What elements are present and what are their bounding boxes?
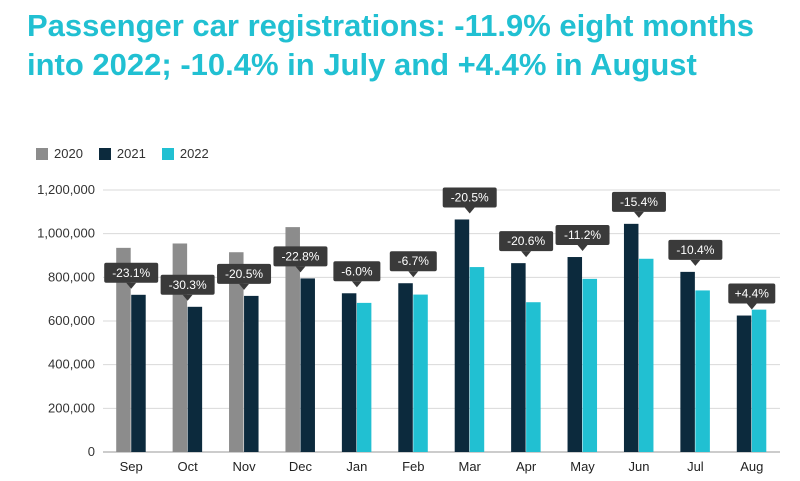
bar-2022-aug	[751, 309, 767, 452]
annotation-pointer	[126, 282, 137, 289]
annotation-box	[104, 262, 159, 283]
bar-2022-jul	[695, 290, 710, 452]
y-tick-label: 200,000	[48, 400, 95, 415]
annotation-box	[217, 263, 272, 284]
y-tick-label: 800,000	[48, 269, 95, 284]
annotation-label: -22.8%	[281, 249, 319, 263]
x-tick-label: Oct	[178, 459, 199, 474]
annotation-pointer	[633, 211, 644, 218]
annotation-label: -11.2%	[564, 228, 601, 242]
annotation-label: -30.3%	[169, 278, 207, 292]
annotation-box	[442, 187, 497, 208]
annotation-label: -15.4%	[620, 195, 658, 209]
annotation-pointer	[295, 266, 306, 273]
x-tick-label: Nov	[232, 459, 256, 474]
annotation-label: -10.4%	[676, 243, 714, 257]
x-tick-label: Jan	[346, 459, 367, 474]
annotation-box	[333, 261, 381, 282]
x-tick-label: May	[570, 459, 595, 474]
y-tick-label: 400,000	[48, 357, 95, 372]
annotation-pointer	[351, 281, 362, 288]
annotation-box	[160, 274, 215, 295]
annotation-pointer	[521, 251, 532, 258]
bar-2022-mar	[469, 267, 485, 452]
x-tick-label: Aug	[740, 459, 763, 474]
legend-swatch-2020	[36, 147, 48, 160]
legend-label-2020: 2020	[54, 146, 83, 161]
annotation-label: -6.0%	[341, 264, 373, 278]
bar-2020-sep	[116, 247, 131, 452]
bar-2022-apr	[526, 302, 541, 452]
x-tick-label: Sep	[120, 459, 143, 474]
annotation-pointer	[182, 294, 193, 301]
x-tick-label: Dec	[289, 459, 313, 474]
bar-2020-oct	[172, 243, 188, 452]
x-tick-label: Jun	[628, 459, 649, 474]
y-tick-label: 0	[88, 444, 95, 459]
bar-2020-nov	[229, 252, 244, 452]
legend-item-2020: 2020	[36, 146, 83, 161]
annotation-box	[273, 246, 328, 267]
bar-2021-dec	[300, 278, 315, 452]
annotation-label: -6.7%	[398, 254, 430, 268]
bar-2022-jan	[356, 302, 372, 452]
legend-label-2021: 2021	[116, 146, 146, 161]
annotation-box	[728, 283, 776, 304]
bar-2021-oct	[187, 306, 203, 452]
annotation-box	[389, 251, 437, 272]
y-tick-label: 600,000	[48, 313, 95, 328]
x-tick-label: Apr	[516, 459, 537, 474]
annotation-pointer	[464, 207, 475, 214]
bar-2021-aug	[736, 315, 752, 452]
bar-2022-jun	[638, 258, 654, 452]
annotation-label: -20.6%	[507, 234, 545, 248]
x-tick-label: Mar	[459, 459, 482, 474]
bar-2021-apr	[511, 263, 526, 452]
bar-2021-jul	[680, 271, 695, 452]
bar-2022-may	[582, 278, 598, 452]
annotation-box	[555, 225, 610, 246]
legend-swatch-2022	[161, 147, 174, 160]
annotation-label: -23.1%	[112, 266, 150, 280]
legend-swatch-2021	[98, 147, 111, 160]
legend-label-2022: 2022	[179, 146, 209, 161]
y-tick-label: 1,200,000	[37, 182, 95, 197]
x-tick-label: Jul	[687, 459, 704, 474]
annotation-label: +4.4%	[735, 287, 770, 301]
annotation-box	[611, 191, 666, 212]
bar-2021-nov	[244, 295, 259, 452]
legend-item-2021: 2021	[98, 146, 146, 161]
annotation-pointer	[577, 245, 588, 252]
page-title: Passenger car registrations: -11.9% eigh…	[27, 8, 755, 82]
bar-2021-jun	[623, 223, 639, 452]
bar-2020-dec	[285, 227, 300, 452]
annotation-pointer	[408, 271, 419, 278]
y-tick-label: 1,000,000	[37, 226, 95, 241]
bar-2021-jan	[341, 293, 357, 452]
legend-item-2022: 2022	[161, 146, 209, 161]
annotation-pointer	[746, 303, 757, 310]
annotation-label: -20.5%	[225, 267, 263, 281]
bar-2021-may	[567, 257, 583, 452]
bar-2021-feb	[398, 283, 413, 452]
annotation-box	[668, 239, 723, 260]
legend: 2020 2021 2022	[36, 146, 225, 161]
annotation-label: -20.5%	[451, 190, 489, 204]
bar-2021-sep	[131, 294, 146, 452]
bar-2021-mar	[454, 219, 470, 452]
annotation-box	[499, 231, 554, 252]
annotation-pointer	[239, 283, 250, 290]
bar-2022-feb	[413, 294, 428, 452]
x-tick-label: Feb	[402, 459, 424, 474]
annotation-pointer	[690, 259, 701, 266]
